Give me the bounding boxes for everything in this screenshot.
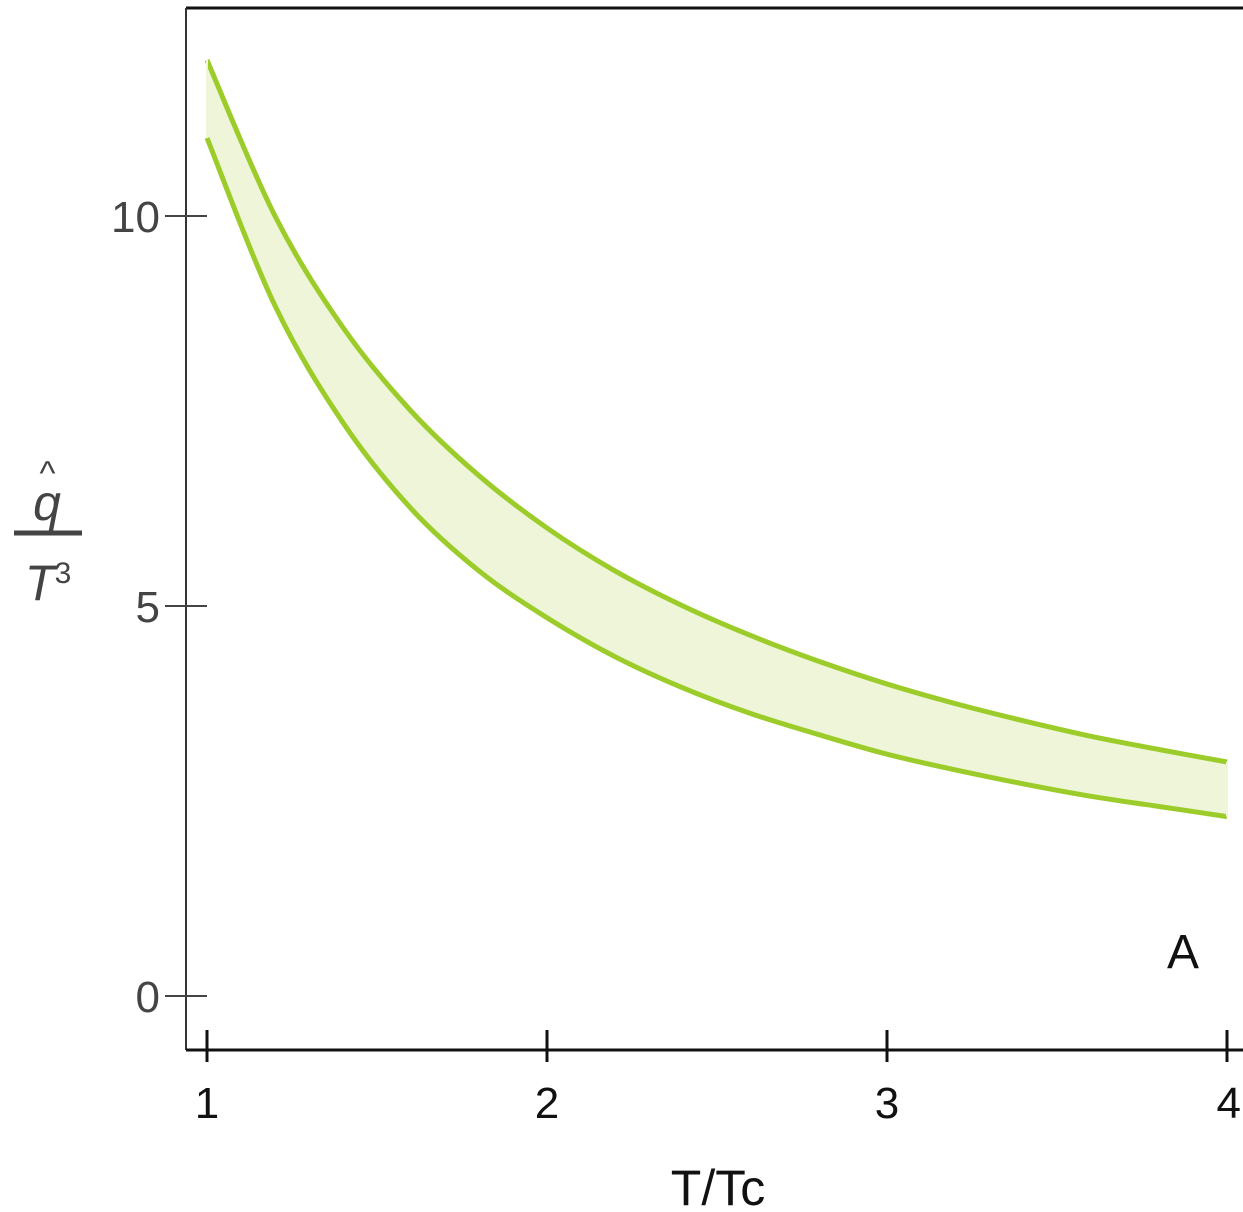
panel-label: A — [1167, 926, 1199, 979]
x-ticks-group: 1 2 3 4 — [195, 1030, 1241, 1128]
x-tick-label: 1 — [195, 1079, 219, 1128]
y-axis-title-denominator: T — [25, 555, 59, 611]
y-axis-title-exponent: 3 — [55, 557, 72, 590]
y-tick-label: 5 — [136, 583, 160, 632]
band-group — [204, 59, 1228, 820]
y-axis-title-numerator: q — [33, 475, 61, 531]
y-tick-label: 0 — [136, 973, 160, 1022]
band-fill — [207, 60, 1227, 817]
y-tick-label: 10 — [111, 193, 160, 242]
x-tick-label: 2 — [535, 1079, 559, 1128]
y-axis-title-accent: ^ — [39, 455, 56, 493]
lower-bound-line — [204, 137, 1228, 820]
upper-bound-line — [204, 59, 1228, 765]
x-tick-label: 4 — [1217, 1079, 1241, 1128]
x-tick-label: 3 — [875, 1079, 899, 1128]
x-axis-title: T/Tc — [671, 1160, 765, 1212]
y-axis-title: ^ q T 3 — [14, 455, 82, 611]
y-ticks-group: 0 5 10 — [111, 193, 207, 1022]
